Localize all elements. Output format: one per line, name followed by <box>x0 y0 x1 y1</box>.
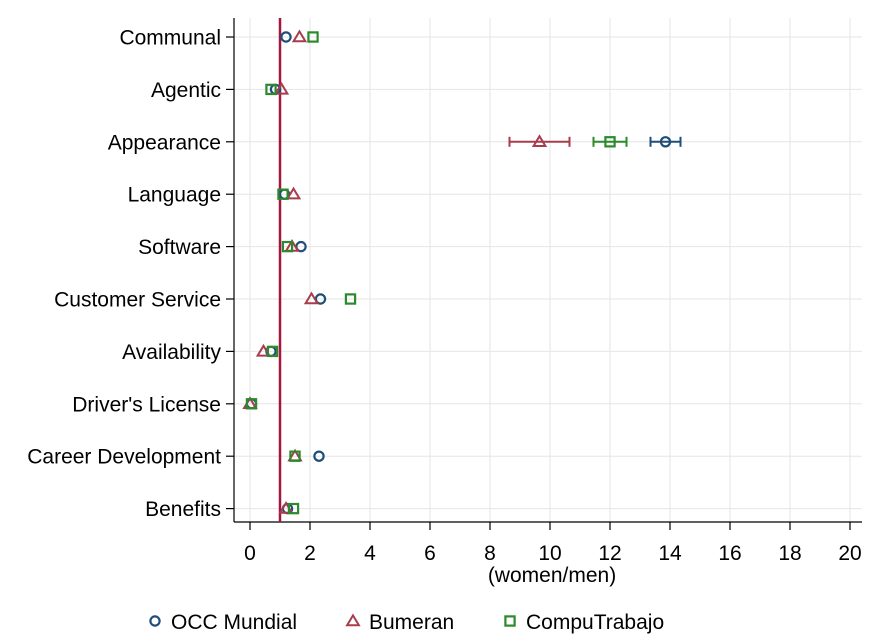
x-tick-label: 10 <box>538 542 561 565</box>
legend-marker-computrabajo <box>504 615 516 627</box>
point-computrabajo <box>307 31 319 43</box>
x-tick-label: 0 <box>244 542 256 565</box>
point-occ-mundial <box>313 450 325 462</box>
x-tick-label: 18 <box>778 542 801 565</box>
point-bumeran <box>255 343 272 357</box>
point-bumeran <box>291 29 308 43</box>
point-computrabajo <box>604 136 616 148</box>
point-computrabajo <box>277 188 289 200</box>
point-computrabajo <box>265 83 277 96</box>
x-tick-label: 2 <box>304 542 316 565</box>
x-tick-label: 8 <box>484 542 496 565</box>
legend: OCC Mundial Bumeran CompuTrabajo <box>149 611 664 634</box>
category-label: Career Development <box>27 446 221 469</box>
x-tick-label: 20 <box>838 542 861 565</box>
category-label: Software <box>138 236 221 259</box>
x-tick-label: 16 <box>718 542 741 565</box>
point-computrabajo <box>245 398 258 410</box>
category-labels: Communal Agentic Appearance Language Softwar… <box>27 27 221 522</box>
axes <box>226 18 862 530</box>
point-bumeran <box>285 186 302 200</box>
point-computrabajo <box>266 345 279 358</box>
legend-marker-bumeran <box>345 613 361 627</box>
point-bumeran <box>531 134 548 147</box>
category-label: Language <box>128 184 221 207</box>
data-marks <box>242 29 682 515</box>
category-label: Benefits <box>145 498 221 521</box>
point-occ-mundial <box>659 136 672 148</box>
point-computrabajo <box>281 240 294 253</box>
legend-marker-occ-mundial <box>149 615 161 627</box>
point-computrabajo <box>344 293 357 305</box>
x-axis-label: (women/men) <box>488 564 616 587</box>
x-tick-labels: 0 2 4 6 8 10 12 14 16 18 20 <box>244 542 862 565</box>
point-computrabajo <box>289 450 301 462</box>
category-label: Appearance <box>108 131 221 154</box>
legend-label: CompuTrabajo <box>526 611 664 634</box>
point-bumeran <box>273 81 290 95</box>
category-label: Customer Service <box>54 289 221 312</box>
category-label: Communal <box>119 27 221 50</box>
x-tick-label: 6 <box>424 542 436 565</box>
category-label: Agentic <box>151 79 221 102</box>
x-tick-label: 12 <box>598 542 621 565</box>
point-occ-mundial <box>280 31 292 43</box>
legend-label: OCC Mundial <box>171 611 297 634</box>
point-computrabajo <box>287 502 300 515</box>
category-label: Availability <box>122 341 221 364</box>
category-label: Driver's License <box>72 393 221 416</box>
legend-label: Bumeran <box>369 611 454 634</box>
x-tick-label: 14 <box>658 542 682 565</box>
point-bumeran <box>303 291 320 305</box>
x-tick-label: 4 <box>364 542 376 565</box>
